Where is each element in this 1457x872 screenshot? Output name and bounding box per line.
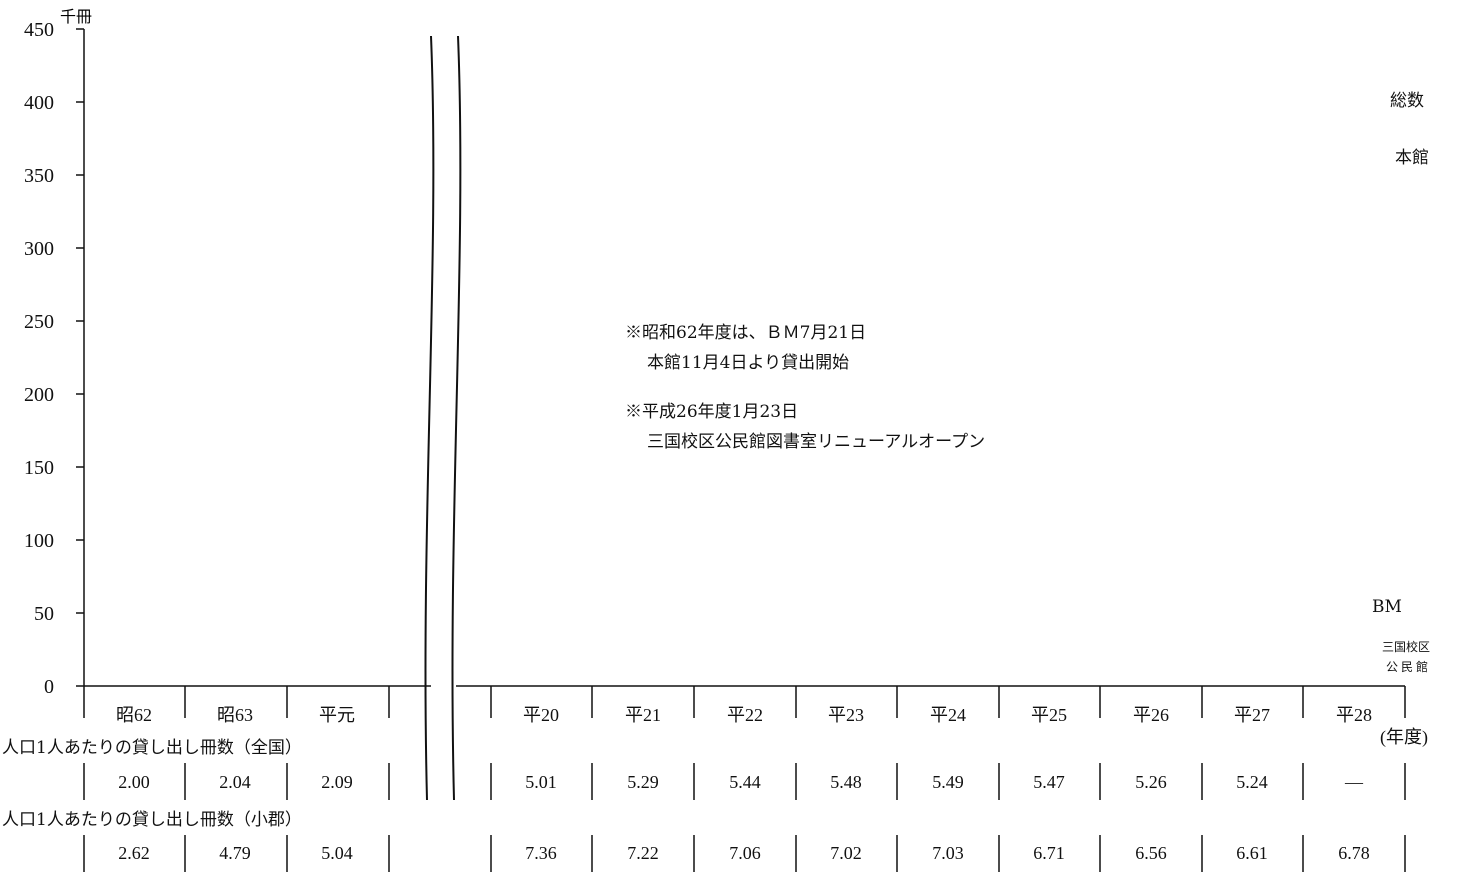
table-cell: 6.56 bbox=[1135, 843, 1167, 863]
table-cell: 6.71 bbox=[1033, 843, 1065, 863]
table-cell: 7.02 bbox=[830, 843, 862, 863]
note-line-2: 本館11月4日より貸出開始 bbox=[647, 353, 849, 373]
x-category-label: 平21 bbox=[625, 705, 661, 725]
x-category-label: 昭63 bbox=[217, 705, 253, 725]
table-cell: ― bbox=[1344, 772, 1364, 792]
table-cell: 2.09 bbox=[321, 772, 353, 792]
table-cell: 4.79 bbox=[219, 843, 251, 863]
y-tick-label: 50 bbox=[34, 603, 54, 625]
table-cell: 5.49 bbox=[932, 772, 964, 792]
y-tick-label: 350 bbox=[24, 165, 54, 187]
x-category-label: 平元 bbox=[319, 705, 355, 725]
table-cell: 2.62 bbox=[118, 843, 150, 863]
axis-break-curve bbox=[451, 35, 462, 801]
axis-break-curve bbox=[424, 35, 435, 801]
series-name-main: 本館 bbox=[1395, 148, 1429, 168]
table-cell: 5.04 bbox=[321, 843, 353, 863]
table-cell: 5.47 bbox=[1033, 772, 1065, 792]
y-tick-label: 150 bbox=[24, 457, 54, 479]
y-tick-label: 300 bbox=[24, 238, 54, 260]
table-cell: 7.06 bbox=[729, 843, 761, 863]
y-tick-label: 400 bbox=[24, 92, 54, 114]
y-unit-label: 千冊 bbox=[60, 7, 92, 26]
series-name-community-hall-line2: 公民館 bbox=[1386, 659, 1431, 674]
note-line-4: 三国校区公民館図書室リニューアルオープン bbox=[647, 432, 985, 452]
table-cell: 7.36 bbox=[525, 843, 557, 863]
y-tick-label: 450 bbox=[24, 19, 54, 41]
table-cell: 2.00 bbox=[118, 772, 150, 792]
x-category-label: 平25 bbox=[1031, 705, 1067, 725]
y-tick-label: 200 bbox=[24, 384, 54, 406]
x-category-label: 平23 bbox=[828, 705, 864, 725]
x-category-label: 昭62 bbox=[116, 705, 152, 725]
table-cell: 5.48 bbox=[830, 772, 862, 792]
y-tick-label: 100 bbox=[24, 530, 54, 552]
series-name-total: 総数 bbox=[1390, 91, 1424, 111]
x-category-label: 平20 bbox=[523, 705, 559, 725]
y-tick-label: 0 bbox=[44, 676, 54, 698]
table-title-national: 人口1人あたりの貸し出し冊数（全国） bbox=[2, 738, 302, 758]
x-category-label: 平24 bbox=[930, 705, 966, 725]
x-category-label: 平26 bbox=[1133, 705, 1169, 725]
chart-marks: 0 50 100 150 200 250 300 350 400 450 昭62 昭63 平元 平20 平2… bbox=[24, 19, 1406, 872]
table-cell: 2.04 bbox=[219, 772, 251, 792]
series-name-bm: BM bbox=[1372, 597, 1402, 617]
table-cell: 7.03 bbox=[932, 843, 964, 863]
x-unit-label: (年度) bbox=[1380, 727, 1428, 748]
note-line-3: ※平成26年度1月23日 bbox=[625, 402, 798, 422]
table-cell: 7.22 bbox=[627, 843, 659, 863]
table-cell: 5.01 bbox=[525, 772, 557, 792]
y-tick-label: 250 bbox=[24, 311, 54, 333]
table-cell: 5.26 bbox=[1135, 772, 1167, 792]
table-cell: 5.29 bbox=[627, 772, 659, 792]
table-cell: 6.61 bbox=[1236, 843, 1268, 863]
table-cell: 5.24 bbox=[1236, 772, 1268, 792]
table-title-ogori: 人口1人あたりの貸し出し冊数（小郡） bbox=[2, 810, 302, 830]
table-cell: 6.78 bbox=[1338, 843, 1370, 863]
note-line-1: ※昭和62年度は、ＢＭ7月21日 bbox=[625, 323, 866, 343]
series-name-community-hall-line1: 三国校区 bbox=[1382, 639, 1430, 654]
table-cell: 5.44 bbox=[729, 772, 761, 792]
x-category-label: 平22 bbox=[727, 705, 763, 725]
x-category-label: 平27 bbox=[1234, 705, 1270, 725]
x-category-label: 平28 bbox=[1336, 705, 1372, 725]
